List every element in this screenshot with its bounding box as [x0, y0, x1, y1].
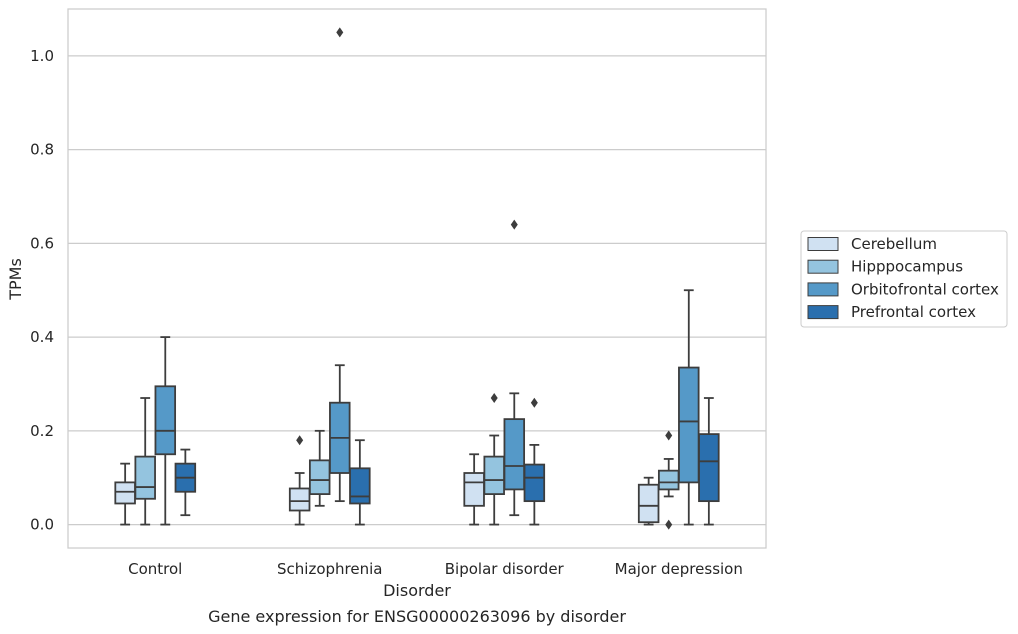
- box-body: [657, 469, 680, 491]
- outlier-point: [510, 219, 518, 230]
- boxes: [114, 27, 720, 530]
- x-axis-title: Disorder: [383, 581, 451, 600]
- outlier-point: [296, 435, 304, 446]
- legend-label: Cerebellum: [851, 235, 937, 253]
- box-body: [483, 455, 505, 495]
- y-tick-label: 0.0: [30, 516, 54, 534]
- legend-swatch: [807, 305, 839, 320]
- box-body: [114, 481, 136, 505]
- legend-swatch: [807, 237, 839, 251]
- box-body: [154, 385, 177, 456]
- outlier-point: [490, 393, 498, 404]
- box-3-0: [637, 476, 660, 526]
- legend-label: Hipppocampus: [851, 258, 963, 276]
- y-tick-label: 1.0: [30, 47, 54, 65]
- y-tick-label: 0.6: [30, 234, 54, 252]
- legend-swatch: [807, 259, 839, 274]
- x-tick-label: Bipolar disorder: [445, 560, 565, 578]
- box-body: [637, 483, 660, 524]
- x-tick-labels: Control Schizophrenia Bipolar disorder Majo…: [128, 560, 743, 578]
- outlier-point: [665, 519, 673, 530]
- box-body: [698, 433, 720, 503]
- box-body: [503, 418, 526, 491]
- y-tick-label: 0.4: [30, 328, 54, 346]
- box-1-0: [288, 435, 311, 526]
- box-body: [308, 459, 331, 495]
- outlier-point: [665, 430, 673, 441]
- plot-area-background: [68, 9, 766, 548]
- box-3-3: [698, 397, 720, 526]
- plot-area-frame: [67, 8, 767, 549]
- box-body: [523, 463, 546, 503]
- box-0-3: [174, 448, 197, 517]
- box-1-3: [349, 439, 371, 526]
- box-0-1: [134, 397, 156, 526]
- box-3-2: [678, 289, 700, 526]
- box-body: [134, 455, 156, 500]
- box-body: [349, 467, 371, 505]
- legend-label: Orbitofrontal cortex: [851, 280, 999, 298]
- legend-label: Prefrontal cortex: [851, 303, 976, 321]
- y-axis-title: TPMs: [6, 258, 25, 301]
- box-3-1: [657, 430, 680, 530]
- y-tick-labels: 0.0 0.2 0.4 0.6 0.8 1.0: [30, 47, 54, 534]
- legend-swatch: [807, 282, 839, 297]
- box-body: [678, 366, 700, 484]
- x-tick-label: Schizophrenia: [277, 560, 382, 578]
- box-2-2: [503, 219, 526, 517]
- legend-frame: [800, 230, 1008, 328]
- y-tick-label: 0.8: [30, 141, 54, 159]
- outlier-point: [336, 27, 344, 38]
- box-1-1: [308, 429, 331, 507]
- chart-caption: Gene expression for ENSG00000263096 by d…: [208, 607, 626, 626]
- x-tick-label: Major depression: [615, 560, 743, 578]
- box-2-0: [463, 453, 485, 526]
- box-0-2: [154, 336, 177, 526]
- legend: Cerebellum Hipppocampus Orbitofrontal cort…: [800, 230, 1008, 328]
- y-tick-label: 0.2: [30, 422, 54, 440]
- box-2-3: [523, 397, 546, 526]
- box-0-0: [114, 462, 136, 526]
- outlier-point: [530, 397, 538, 408]
- x-tick-label: Control: [128, 560, 182, 578]
- box-body: [463, 472, 485, 507]
- box-body: [288, 487, 311, 512]
- box-1-2: [329, 27, 351, 503]
